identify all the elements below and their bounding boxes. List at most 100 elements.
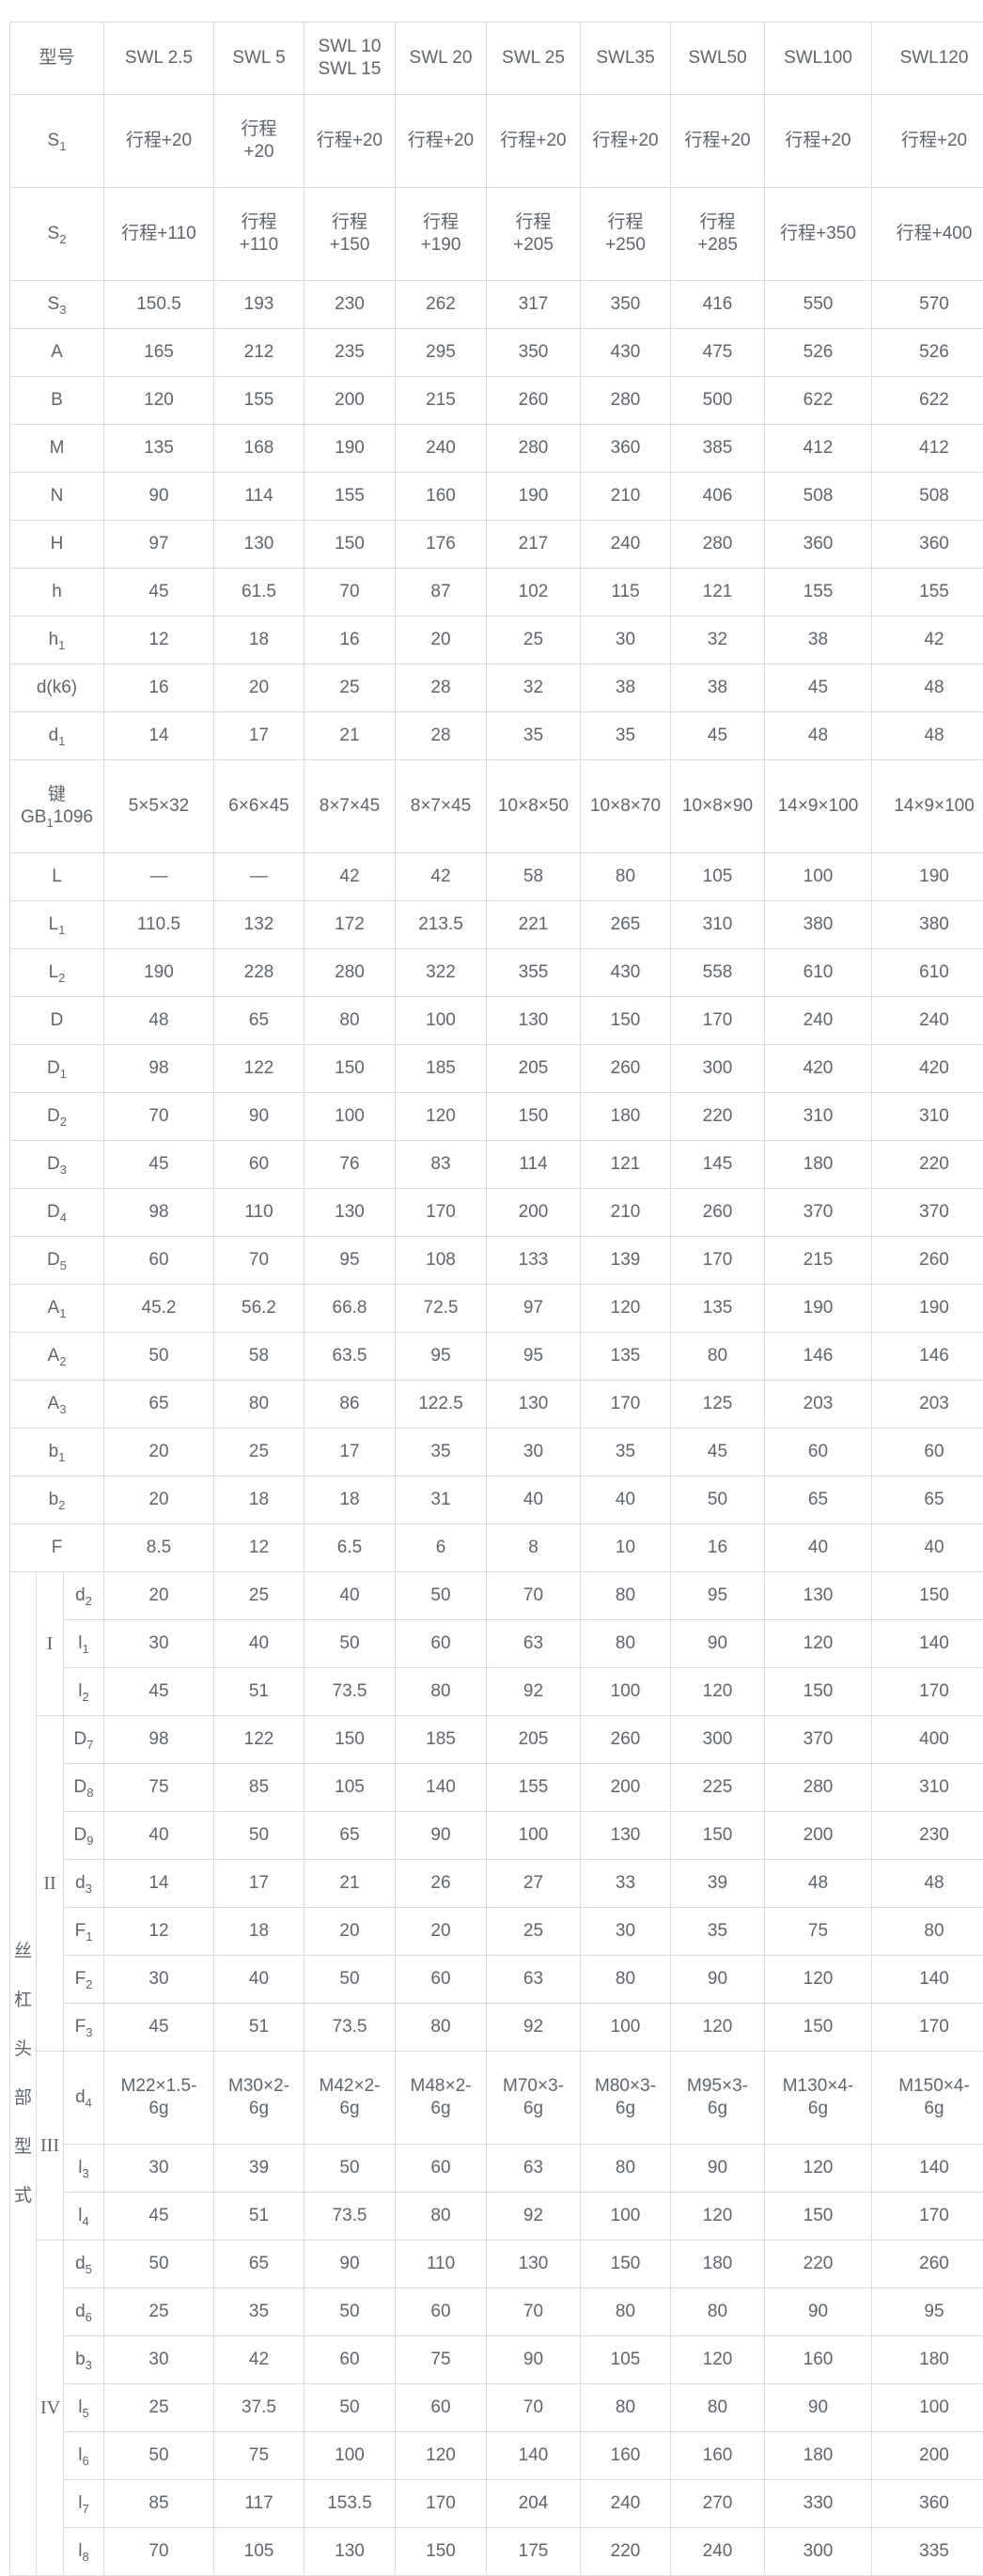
table-cell: 235	[304, 329, 396, 377]
table-cell: 95	[671, 1572, 765, 1620]
row-label: l3	[64, 2145, 104, 2193]
table-cell: 240	[581, 521, 671, 569]
row-label: L1	[10, 901, 104, 949]
table-cell: 行程 +20	[214, 95, 304, 188]
table-cell: 20	[104, 1476, 214, 1524]
table-cell: 10×8×90	[671, 760, 765, 853]
table-cell: 170	[396, 2480, 487, 2528]
table-cell: 45	[104, 1141, 214, 1189]
table-cell: 40	[304, 1572, 396, 1620]
row-label: h1	[10, 617, 104, 664]
row-label: b3	[64, 2336, 104, 2384]
table-cell: 280	[765, 1764, 872, 1812]
table-cell: 160	[581, 2432, 671, 2480]
table-cell: 10×8×50	[487, 760, 581, 853]
row-label: A2	[10, 1333, 104, 1381]
table-cell: 25	[104, 2288, 214, 2336]
table-cell: 230	[872, 1812, 983, 1860]
row-label: S1	[10, 95, 104, 188]
table-cell: 130	[487, 997, 581, 1045]
table-cell: 370	[765, 1189, 872, 1237]
table-cell: 260	[581, 1045, 671, 1093]
table-cell: 50	[104, 1333, 214, 1381]
table-cell: 412	[765, 425, 872, 473]
row-label: B	[10, 377, 104, 425]
table-cell: 30	[104, 2336, 214, 2384]
row-label: l5	[64, 2384, 104, 2432]
table-cell: 35	[581, 712, 671, 760]
table-cell: 150	[765, 2193, 872, 2240]
table-cell: 406	[671, 473, 765, 521]
table-cell: 130	[487, 1381, 581, 1429]
table-cell: 176	[396, 521, 487, 569]
table-cell: 51	[214, 2193, 304, 2240]
table-cell: 240	[765, 997, 872, 1045]
table-cell: 260	[487, 377, 581, 425]
table-cell: 40	[872, 1524, 983, 1572]
table-cell: 32	[487, 664, 581, 712]
table-cell: 38	[581, 664, 671, 712]
table-cell: 行程 +285	[671, 188, 765, 281]
table-cell: 86	[304, 1381, 396, 1429]
table-cell: 行程+20	[104, 95, 214, 188]
table-cell: 370	[765, 1716, 872, 1764]
table-cell: 122.5	[396, 1381, 487, 1429]
screw-head-type-side-label: 丝 杠 头 部 型 式	[10, 1572, 37, 2576]
table-cell: M130×4- 6g	[765, 2052, 872, 2145]
table-cell: 300	[671, 1045, 765, 1093]
table-cell: 120	[671, 2193, 765, 2240]
table-cell: 85	[104, 2480, 214, 2528]
table-cell: 60	[304, 2336, 396, 2384]
table-cell: 35	[214, 2288, 304, 2336]
table-cell: 25	[487, 1908, 581, 1956]
row-label: N	[10, 473, 104, 521]
row-label: A3	[10, 1381, 104, 1429]
table-cell: 90	[765, 2288, 872, 2336]
table-cell: 90	[765, 2384, 872, 2432]
row-label: D1	[10, 1045, 104, 1093]
column-header: SWL 5	[214, 23, 304, 95]
table-cell: 180	[765, 1141, 872, 1189]
table-cell: 335	[872, 2528, 983, 2576]
table-cell: 行程+20	[581, 95, 671, 188]
table-cell: 45	[765, 664, 872, 712]
table-cell: M48×2- 6g	[396, 2052, 487, 2145]
table-cell: 40	[214, 1956, 304, 2004]
table-cell: 20	[104, 1572, 214, 1620]
table-cell: 120	[671, 1668, 765, 1716]
table-cell: 121	[581, 1141, 671, 1189]
table-cell: 240	[581, 2480, 671, 2528]
table-cell: 95	[396, 1333, 487, 1381]
row-label: l8	[64, 2528, 104, 2576]
group-numeral: IV	[37, 2240, 64, 2576]
table-cell: 80	[671, 2288, 765, 2336]
column-header: SWL 2.5	[104, 23, 214, 95]
table-cell: 56.2	[214, 1285, 304, 1333]
table-cell: 50	[304, 1620, 396, 1668]
table-cell: 72.5	[396, 1285, 487, 1333]
table-cell: 150	[487, 1093, 581, 1141]
table-cell: 180	[581, 1093, 671, 1141]
table-cell: 51	[214, 1668, 304, 1716]
table-cell: 190	[487, 473, 581, 521]
table-cell: 70	[487, 1572, 581, 1620]
table-cell: 322	[396, 949, 487, 997]
row-label: F	[10, 1524, 104, 1572]
table-cell: 204	[487, 2480, 581, 2528]
table-cell: 行程+400	[872, 188, 983, 281]
table-cell: 73.5	[304, 2004, 396, 2052]
table-cell: 42	[304, 853, 396, 901]
table-cell: 行程 +190	[396, 188, 487, 281]
